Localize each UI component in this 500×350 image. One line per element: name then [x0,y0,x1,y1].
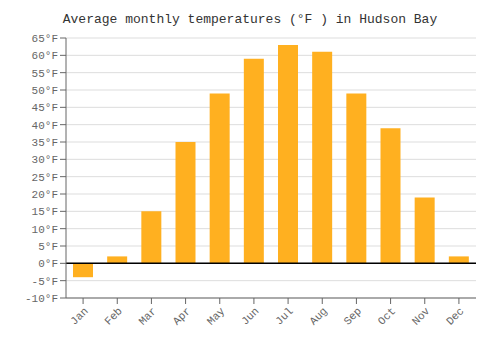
svg-text:65°F: 65°F [32,33,58,45]
svg-text:25°F: 25°F [32,172,58,184]
svg-text:35°F: 35°F [32,137,58,149]
html-text:Average monthly temperatures (: Average monthly temperatures (°F ) in Hu… [62,12,438,27]
svg-text:30°F: 30°F [32,154,58,166]
svg-text:0°F: 0°F [38,258,58,270]
svg-text:10°F: 10°F [32,224,58,236]
svg-text:55°F: 55°F [32,68,58,80]
svg-text:20°F: 20°F [32,189,58,201]
svg-text:40°F: 40°F [32,120,58,132]
svg-text:Jan: Jan [68,305,90,327]
svg-text:-10°F: -10°F [25,293,58,305]
svg-text:15°F: 15°F [32,206,58,218]
svg-text:Mar: Mar [137,305,159,327]
svg-text:45°F: 45°F [32,102,58,114]
svg-text:Jul: Jul [273,305,295,327]
svg-text:60°F: 60°F [32,50,58,62]
svg-text:Oct: Oct [376,305,398,327]
svg-text:May: May [205,305,228,328]
svg-text:Sep: Sep [342,305,364,327]
svg-text:-5°F: -5°F [32,276,58,288]
svg-text:Feb: Feb [102,305,124,327]
svg-text:Aug: Aug [307,305,329,327]
svg-text:5°F: 5°F [38,241,58,253]
svg-text:Nov: Nov [410,305,433,328]
svg-text:Apr: Apr [171,305,193,327]
svg-text:50°F: 50°F [32,85,58,97]
svg-text:Jun: Jun [239,305,261,327]
svg-text:Dec: Dec [444,305,466,327]
